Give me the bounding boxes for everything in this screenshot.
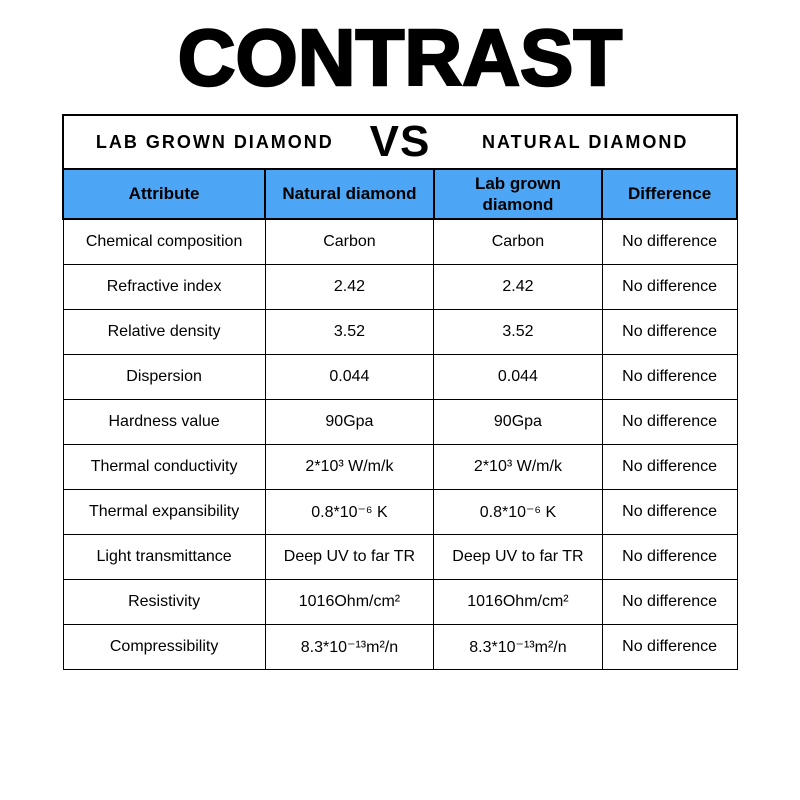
difference-cell: No difference: [601, 353, 738, 400]
natural-value-cell: 2*10³ W/m/k: [264, 443, 435, 490]
table-row: Thermal expansibility 0.8*10⁻⁶ K 0.8*10⁻…: [62, 488, 738, 535]
difference-cell: No difference: [601, 533, 738, 580]
lab-value-cell: Deep UV to far TR: [433, 533, 603, 580]
lab-value-cell: 1016Ohm/cm²: [433, 578, 603, 625]
attribute-cell: Refractive index: [62, 263, 266, 310]
difference-cell: No difference: [601, 398, 738, 445]
lab-value-cell: 2*10³ W/m/k: [433, 443, 603, 490]
vs-header-wrap: LAB GROWN DIAMOND VS NATURAL DIAMOND: [64, 120, 736, 164]
attribute-cell: Thermal expansibility: [62, 488, 266, 535]
lab-value-cell: 2.42: [433, 263, 603, 310]
lab-value-cell: 3.52: [433, 308, 603, 355]
table-row: Compressibility 8.3*10⁻¹³m²/n 8.3*10⁻¹³m…: [62, 623, 738, 670]
attribute-cell: Light transmittance: [62, 533, 266, 580]
attribute-cell: Thermal conductivity: [62, 443, 266, 490]
difference-cell: No difference: [601, 308, 738, 355]
vs-header-cell: LAB GROWN DIAMOND VS NATURAL DIAMOND: [62, 114, 738, 170]
difference-cell: No difference: [601, 218, 738, 265]
table-row: Refractive index 2.42 2.42 No difference: [62, 263, 738, 310]
table-row: Resistivity 1016Ohm/cm² 1016Ohm/cm² No d…: [62, 578, 738, 625]
natural-value-cell: 0.044: [264, 353, 435, 400]
comparison-table: LAB GROWN DIAMOND VS NATURAL DIAMOND Att…: [61, 114, 738, 670]
lab-value-cell: 0.8*10⁻⁶ K: [433, 488, 603, 535]
table-row: Dispersion 0.044 0.044 No difference: [62, 353, 738, 400]
difference-cell: No difference: [601, 623, 738, 670]
natural-value-cell: Carbon: [264, 218, 435, 265]
lab-value-cell: 90Gpa: [433, 398, 603, 445]
difference-cell: No difference: [601, 263, 738, 310]
page-title: CONTRAST: [177, 13, 624, 102]
attribute-cell: Hardness value: [62, 398, 266, 445]
table-row: Thermal conductivity 2*10³ W/m/k 2*10³ W…: [62, 443, 738, 490]
lab-value-cell: 8.3*10⁻¹³m²/n: [433, 623, 603, 670]
natural-value-cell: 90Gpa: [264, 398, 435, 445]
natural-value-cell: 1016Ohm/cm²: [264, 578, 435, 625]
column-header-natural-diamond: Natural diamond: [264, 168, 435, 220]
attribute-cell: Relative density: [62, 308, 266, 355]
column-header-difference: Difference: [601, 168, 738, 220]
difference-cell: No difference: [601, 488, 738, 535]
natural-value-cell: 8.3*10⁻¹³m²/n: [264, 623, 435, 670]
table-row: Hardness value 90Gpa 90Gpa No difference: [62, 398, 738, 445]
column-header-row: Attribute Natural diamond Lab grown diam…: [61, 168, 738, 220]
vs-label: VS: [369, 117, 431, 166]
attribute-cell: Resistivity: [62, 578, 266, 625]
table-row: Light transmittance Deep UV to far TR De…: [62, 533, 738, 580]
attribute-cell: Dispersion: [62, 353, 266, 400]
vs-left-label: LAB GROWN DIAMOND: [95, 131, 334, 152]
vs-header-row: LAB GROWN DIAMOND VS NATURAL DIAMOND: [62, 114, 738, 170]
lab-value-cell: 0.044: [433, 353, 603, 400]
difference-cell: No difference: [601, 443, 738, 490]
natural-value-cell: Deep UV to far TR: [264, 533, 435, 580]
table-row: Chemical composition Carbon Carbon No di…: [62, 218, 738, 265]
natural-value-cell: 2.42: [264, 263, 435, 310]
table-row: Relative density 3.52 3.52 No difference: [62, 308, 738, 355]
natural-value-cell: 0.8*10⁻⁶ K: [264, 488, 435, 535]
column-header-lab-grown-diamond: Lab grown diamond: [432, 168, 604, 220]
difference-cell: No difference: [601, 578, 738, 625]
vs-right-label: NATURAL DIAMOND: [482, 131, 689, 152]
attribute-cell: Chemical composition: [62, 218, 266, 265]
attribute-cell: Compressibility: [62, 623, 266, 670]
natural-value-cell: 3.52: [264, 308, 435, 355]
lab-value-cell: Carbon: [433, 218, 603, 265]
column-header-attribute: Attribute: [61, 168, 267, 220]
